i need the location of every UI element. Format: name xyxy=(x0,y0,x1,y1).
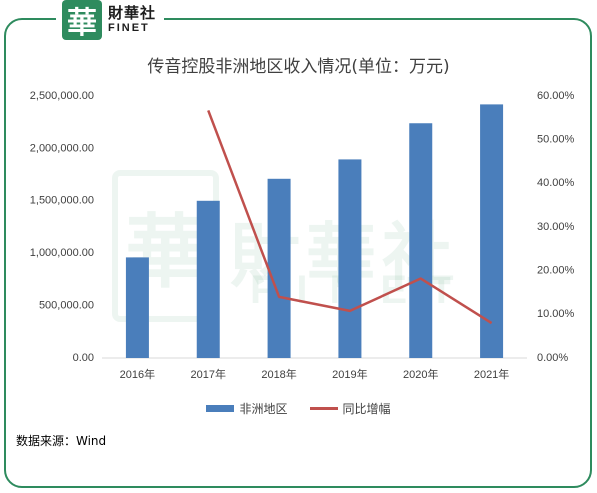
y-right-tick-label: 0.00% xyxy=(537,352,568,364)
legend-item-bar: 非洲地区 xyxy=(206,400,288,417)
bar xyxy=(196,200,220,358)
y-left-tick-label: 0.00 xyxy=(73,352,94,364)
y-right-tick-label: 10.00% xyxy=(537,308,575,320)
y-right-tick-label: 60.00% xyxy=(537,90,575,102)
legend: 非洲地区 同比增幅 xyxy=(0,400,597,417)
y-right-tick-label: 30.00% xyxy=(537,221,575,233)
legend-item-line: 同比增幅 xyxy=(309,400,391,417)
logo-text: 財華社 FINET xyxy=(108,6,156,34)
x-tick-label: 2018年 xyxy=(261,367,296,381)
logo-cn: 財華社 xyxy=(108,4,157,22)
legend-bar-swatch xyxy=(206,405,235,412)
y-right-tick-label: 20.00% xyxy=(537,265,575,277)
x-tick-label: 2016年 xyxy=(120,367,155,381)
y-left-tick-label: 2,500,000.00 xyxy=(30,90,94,102)
bar xyxy=(125,257,149,358)
chart-title: 传音控股非洲地区收入情况(单位：万元) xyxy=(147,57,450,77)
y-right-tick-label: 40.00% xyxy=(537,177,575,189)
brand-logo: 華 財華社 FINET xyxy=(56,0,165,41)
legend-line-label: 同比增幅 xyxy=(342,402,391,416)
x-tick-label: 2020年 xyxy=(403,367,438,381)
bar xyxy=(338,159,362,358)
y-left-tick-label: 1,000,000.00 xyxy=(30,247,94,259)
x-tick-label: 2019年 xyxy=(332,367,367,381)
data-source: 数据来源：Wind xyxy=(16,434,107,448)
bar xyxy=(480,104,504,358)
x-tick-label: 2021年 xyxy=(474,367,509,381)
legend-line-swatch xyxy=(309,407,338,410)
bar xyxy=(409,123,433,358)
y-left-tick-label: 1,500,000.00 xyxy=(30,195,94,207)
logo-mark-icon: 華 xyxy=(62,0,102,41)
logo-en: FINET xyxy=(108,22,150,34)
legend-bar-label: 非洲地区 xyxy=(239,402,288,416)
bar xyxy=(267,178,291,358)
y-left-tick-label: 2,000,000.00 xyxy=(30,142,94,154)
y-right-tick-label: 50.00% xyxy=(537,134,575,146)
x-tick-label: 2017年 xyxy=(191,367,226,381)
y-left-tick-label: 500,000.00 xyxy=(39,300,94,312)
